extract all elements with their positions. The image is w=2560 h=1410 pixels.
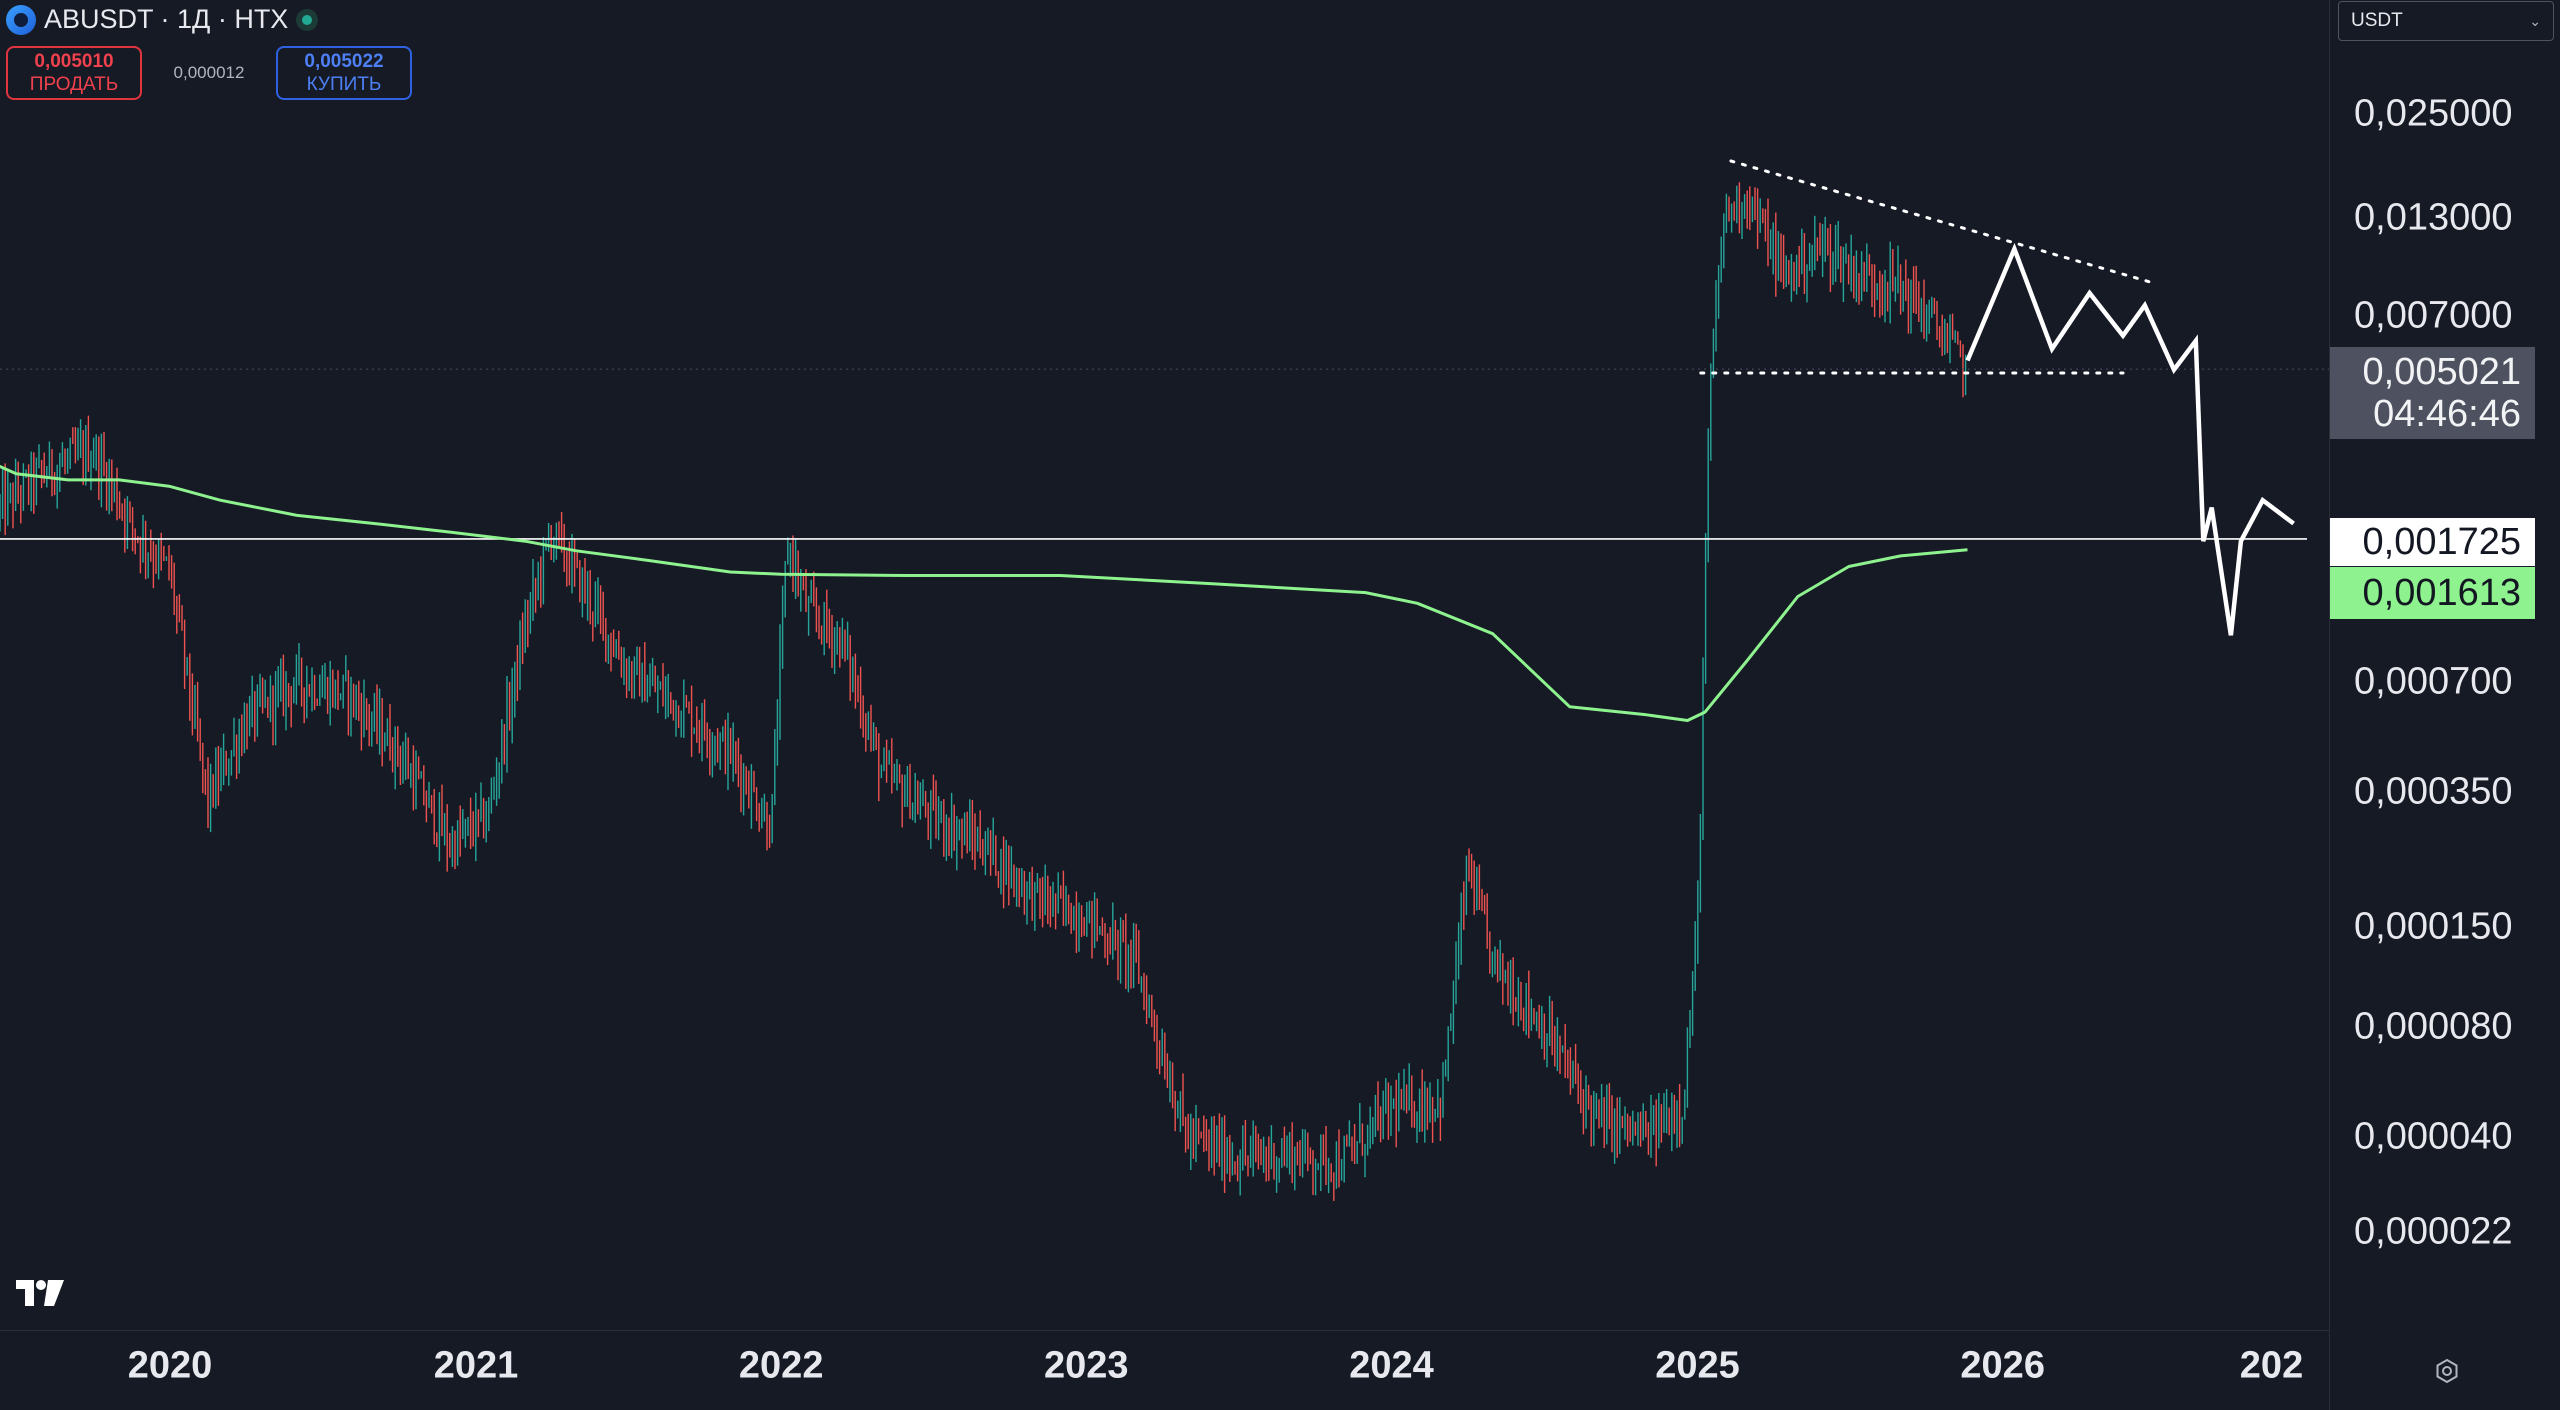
last-price-label: 0,005021 04:46:46 xyxy=(2330,347,2535,439)
bar-countdown: 04:46:46 xyxy=(2373,393,2521,435)
chevron-down-icon: ⌄ xyxy=(2529,12,2541,29)
y-tick-label: 0,000150 xyxy=(2354,905,2513,948)
spread-value: 0,000012 xyxy=(173,63,245,82)
sell-price: 0,005010 xyxy=(34,51,114,72)
x-tick-label: 202 xyxy=(2239,1344,2304,1387)
x-tick-label: 2021 xyxy=(433,1344,519,1387)
x-tick-label: 2026 xyxy=(1960,1344,2045,1387)
y-tick-label: 0,013000 xyxy=(2354,196,2513,239)
projection-path xyxy=(1965,242,2295,636)
y-tick-label: 0,000350 xyxy=(2354,770,2513,813)
y-tick-label: 0,000080 xyxy=(2354,1005,2513,1048)
buy-button[interactable]: 0,005022 КУПИТЬ xyxy=(276,46,412,100)
y-tick-label: 0,000022 xyxy=(2354,1210,2513,1253)
market-status-icon xyxy=(296,8,319,31)
symbol-header[interactable]: ABUSDT · 1Д · HTX xyxy=(6,4,319,35)
buy-label: КУПИТЬ xyxy=(306,74,382,95)
price-candles xyxy=(0,182,1967,1201)
time-scale-border xyxy=(0,1330,2329,1331)
price-scale-border xyxy=(2329,0,2330,1410)
last-price-value: 0,005021 xyxy=(2362,351,2522,393)
moving-average-label: 0,001613 xyxy=(2330,567,2535,619)
x-tick-label: 2024 xyxy=(1349,1344,1434,1387)
symbol-title[interactable]: ABUSDT · 1Д · HTX xyxy=(44,4,289,34)
settings-gear-icon[interactable] xyxy=(2432,1356,2462,1386)
trade-panel: 0,005010 ПРОДАТЬ 0,000012 0,005022 КУПИТ… xyxy=(6,46,412,100)
currency-value: USDT xyxy=(2351,10,2403,31)
resistance-trendline xyxy=(1729,159,2151,284)
tradingview-logo-icon[interactable] xyxy=(14,1278,66,1308)
x-tick-label: 2020 xyxy=(127,1344,213,1387)
sell-label: ПРОДАТЬ xyxy=(29,74,119,95)
y-tick-label: 0,007000 xyxy=(2354,294,2513,337)
x-tick-label: 2025 xyxy=(1655,1344,1740,1387)
symbol-logo-icon xyxy=(6,4,36,35)
buy-price: 0,005022 xyxy=(304,51,384,72)
x-tick-label: 2023 xyxy=(1044,1344,1129,1387)
y-tick-label: 0,000700 xyxy=(2354,660,2513,703)
y-tick-label: 0,000040 xyxy=(2354,1115,2513,1158)
x-tick-label: 2022 xyxy=(738,1344,824,1387)
moving-average-line xyxy=(0,464,1968,722)
currency-select[interactable]: USDT ⌄ xyxy=(2338,1,2554,41)
horizontal-line-label: 0,001725 xyxy=(2330,518,2535,566)
sell-button[interactable]: 0,005010 ПРОДАТЬ xyxy=(6,46,142,100)
y-tick-label: 0,025000 xyxy=(2354,92,2513,135)
